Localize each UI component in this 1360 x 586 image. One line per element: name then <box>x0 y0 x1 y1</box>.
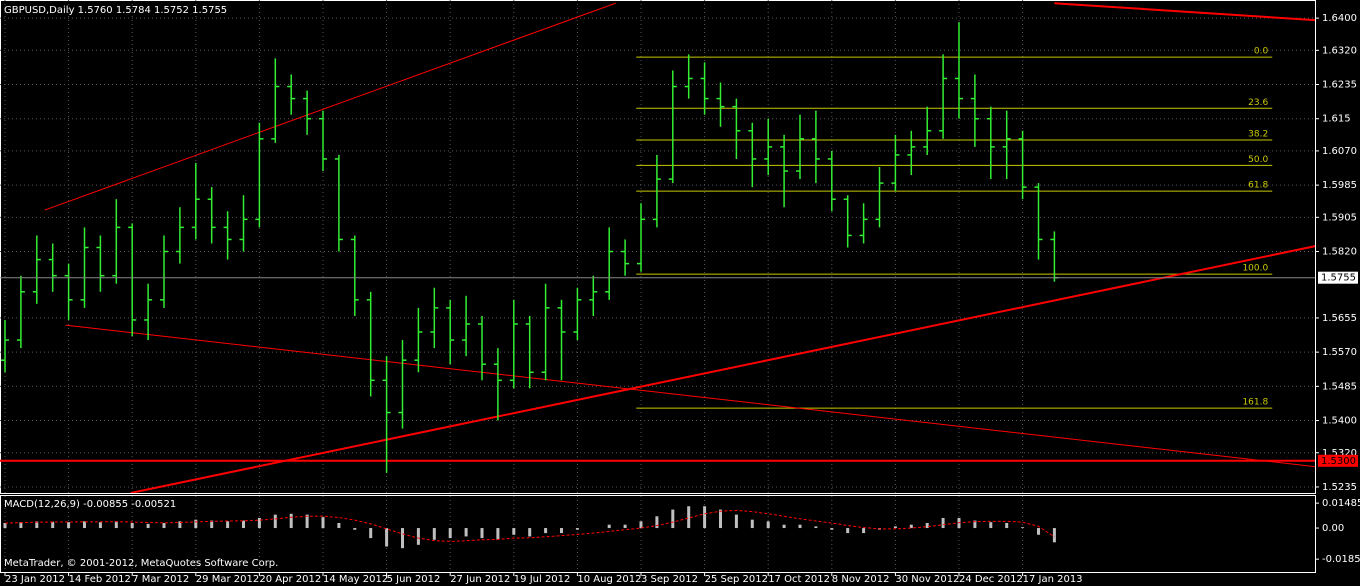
main-plot: 0.0 23.6 38.2 50.0 61.8 100.0 161.8 <box>0 0 1315 493</box>
y-tick-label: 1.5985 <box>1322 180 1357 191</box>
y-tick-label: 1.615 <box>1322 114 1351 125</box>
chart-title: GBPUSD,Daily 1.5760 1.5784 1.5752 1.5755 <box>4 5 227 16</box>
axes: 1.6400 1.6320 1.6235 1.615 1.6070 1.5985 1.590… <box>4 13 1360 585</box>
macd-tick-label: 0.01485 <box>1322 498 1360 509</box>
trendline <box>65 324 1315 468</box>
x-tick-label: 14 May 2012 <box>323 574 388 585</box>
y-tick-label: 1.6400 <box>1322 13 1357 24</box>
x-tick-label: 7 Mar 2012 <box>132 574 189 585</box>
y-tick-label: 1.5820 <box>1322 247 1357 258</box>
macd-tick-label: 0.00 <box>1322 523 1344 534</box>
x-tick-label: 23 Jan 2012 <box>5 574 65 585</box>
level-box <box>1318 454 1358 467</box>
x-tick-label: 10 Aug 2012 <box>577 574 641 585</box>
y-tick-label: 1.5235 <box>1322 482 1357 493</box>
main-frame <box>0 0 1316 494</box>
x-tick-label: 3 Sep 2012 <box>641 574 698 585</box>
trendline <box>44 2 616 211</box>
x-tick-label: 29 Mar 2012 <box>196 574 259 585</box>
trendline <box>130 245 1315 493</box>
macd-tick-label: -0.01854 <box>1322 554 1360 565</box>
y-tick-label: 1.6320 <box>1322 45 1357 56</box>
fibo-label: 0.0 <box>1254 47 1269 57</box>
x-tick-label: 14 Feb 2012 <box>69 574 131 585</box>
x-tick-label: 25 Sep 2012 <box>705 574 768 585</box>
y-tick-label: 1.5320 <box>1322 448 1357 459</box>
fibo-label: 61.8 <box>1248 181 1268 191</box>
x-tick-label: 5 Jun 2012 <box>387 574 441 585</box>
x-tick-label: 19 Jul 2012 <box>514 574 571 585</box>
y-tick-label: 1.6070 <box>1322 146 1357 157</box>
y-tick-label: 1.5905 <box>1322 212 1357 223</box>
y-tick-label: 1.5400 <box>1322 416 1357 427</box>
macd-label: MACD(12,26,9) -0.00855 -0.00521 <box>4 499 176 510</box>
current-price-box <box>1318 271 1358 284</box>
macd-plot <box>3 496 1056 572</box>
level-label: 1.5300 <box>1321 456 1356 467</box>
x-tick-label: 27 Jun 2012 <box>450 574 510 585</box>
fibo-label: 38.2 <box>1248 130 1268 140</box>
x-tick-label: 24 Dec 2012 <box>959 574 1023 585</box>
fibo-label: 23.6 <box>1248 98 1268 108</box>
y-tick-label: 1.5655 <box>1322 313 1357 324</box>
current-price-label: 1.5755 <box>1321 273 1356 284</box>
x-tick-label: 17 Oct 2012 <box>768 574 830 585</box>
fibo-label: 50.0 <box>1248 155 1268 165</box>
fibo-label: 161.8 <box>1242 398 1268 408</box>
copyright: MetaTrader, © 2001-2012, MetaQuotes Soft… <box>4 558 278 569</box>
macd-frame <box>0 495 1316 573</box>
fibo-label: 100.0 <box>1242 264 1268 274</box>
x-tick-label: 17 Jan 2013 <box>1023 574 1083 585</box>
trendline <box>1054 2 1315 22</box>
x-tick-label: 30 Nov 2012 <box>895 574 959 585</box>
x-tick-label: 20 Apr 2012 <box>259 574 321 585</box>
y-tick-label: 1.5485 <box>1322 381 1357 392</box>
y-tick-label: 1.6235 <box>1322 80 1357 91</box>
y-tick-label: 1.5570 <box>1322 347 1357 358</box>
macd-signal <box>4 509 1055 542</box>
x-tick-label: 8 Nov 2012 <box>832 574 890 585</box>
